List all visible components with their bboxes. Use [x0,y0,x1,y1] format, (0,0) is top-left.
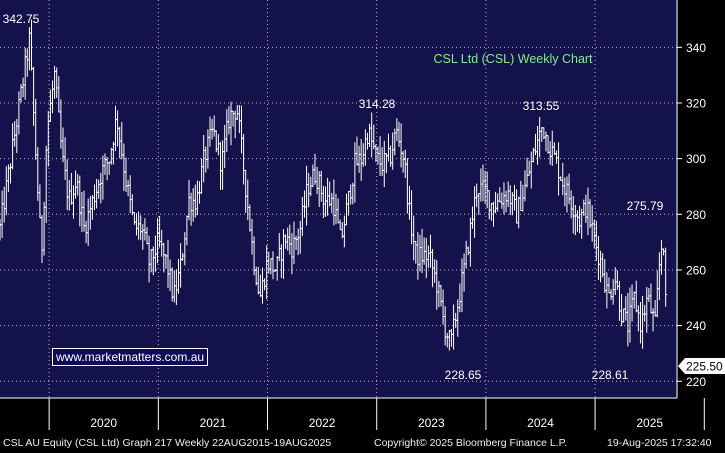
x-tick-label: 2024 [527,416,554,430]
price-annotation: 313.55 [523,99,560,113]
x-tick-label: 2025 [636,416,663,430]
last-price-label: 225.50 [686,359,723,373]
x-tick-label: 2021 [200,416,227,430]
y-tick-label: 280 [686,208,706,222]
y-tick-label: 220 [686,375,706,389]
price-annotation: 314.28 [359,97,396,111]
price-annotation: 228.61 [592,368,629,382]
x-tick-label: 2020 [90,416,117,430]
x-tick-label: 2022 [309,416,336,430]
price-annotation: 228.65 [445,368,482,382]
last-price-tag [678,357,725,374]
footer-security-info: CSL AU Equity (CSL Ltd) Graph 217 Weekly… [3,437,332,449]
watermark-link[interactable]: www.marketmatters.com.au [52,348,209,366]
footer-timestamp: 19-Aug-2025 17:32:40 [607,437,712,449]
y-tick-label: 260 [686,263,706,277]
y-tick-label: 240 [686,319,706,333]
x-tick-label: 2023 [418,416,445,430]
chart-title: CSL Ltd (CSL) Weekly Chart [433,52,593,66]
price-annotation: 275.79 [627,199,664,213]
price-annotation: 342.75 [3,12,40,26]
y-tick-label: 340 [686,41,706,55]
y-tick-label: 320 [686,96,706,110]
footer-copyright: Copyright© 2025 Bloomberg Finance L.P. [374,437,568,449]
y-tick-label: 300 [686,152,706,166]
